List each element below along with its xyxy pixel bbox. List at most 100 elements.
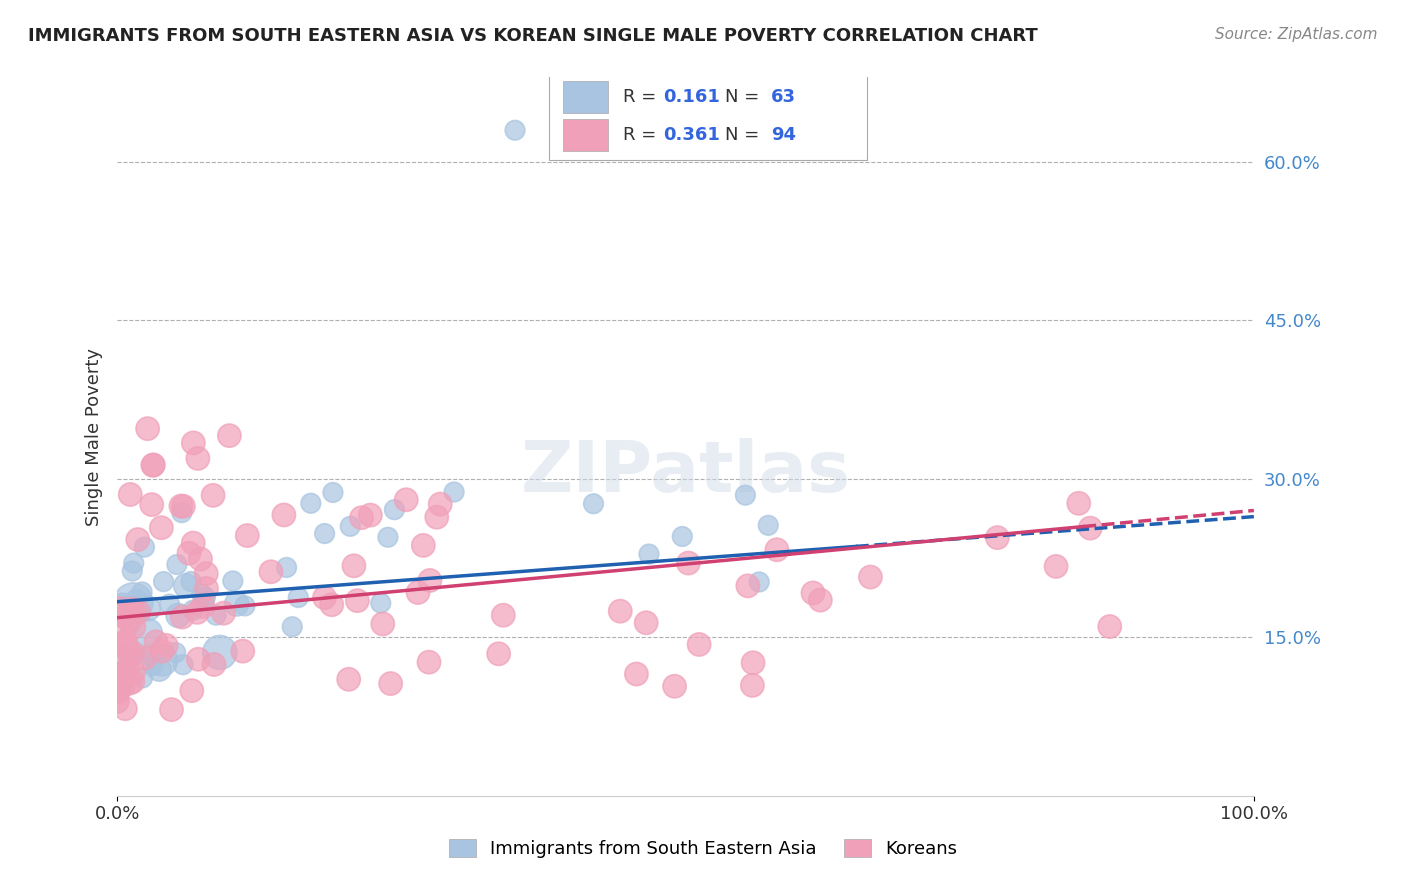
Point — [191, 599, 214, 614]
Point — [205, 608, 228, 623]
Point — [412, 538, 434, 552]
Point — [299, 496, 322, 510]
Point — [276, 560, 298, 574]
Point — [419, 574, 441, 588]
Point — [186, 606, 208, 620]
Point — [110, 659, 132, 673]
Point — [121, 564, 143, 578]
Point — [737, 579, 759, 593]
Point — [370, 596, 392, 610]
Point — [165, 646, 187, 660]
Point — [118, 615, 141, 629]
Point — [426, 510, 449, 524]
Point — [225, 597, 247, 611]
Point — [180, 683, 202, 698]
Point — [321, 598, 343, 612]
Point — [337, 673, 360, 687]
Point — [343, 558, 366, 573]
Point — [136, 625, 159, 640]
Point — [801, 586, 824, 600]
Point — [322, 485, 344, 500]
Point — [127, 606, 149, 620]
Point — [121, 648, 143, 663]
Point — [142, 458, 165, 472]
Point — [177, 546, 200, 560]
Point — [150, 644, 173, 658]
Point — [748, 574, 770, 589]
Point — [181, 536, 204, 550]
Point — [118, 617, 141, 632]
Point — [1078, 521, 1101, 535]
Point — [111, 676, 134, 690]
Point — [114, 665, 136, 680]
Point — [359, 508, 381, 522]
Point — [150, 521, 173, 535]
Point — [195, 582, 218, 596]
Point — [112, 635, 135, 649]
Point — [193, 594, 215, 608]
Point — [671, 529, 693, 543]
Y-axis label: Single Male Poverty: Single Male Poverty — [86, 348, 103, 525]
Point — [111, 678, 134, 692]
Text: 63: 63 — [770, 87, 796, 106]
Point — [125, 591, 148, 606]
Point — [159, 597, 181, 611]
Point — [125, 647, 148, 661]
Point — [346, 593, 368, 607]
Point — [636, 615, 658, 630]
Point — [190, 552, 212, 566]
Point — [664, 679, 686, 693]
Text: 0.161: 0.161 — [662, 87, 720, 106]
Point — [609, 604, 631, 618]
Point — [377, 530, 399, 544]
Point — [742, 656, 765, 670]
Point — [202, 657, 225, 672]
Point — [222, 574, 245, 588]
Point — [160, 703, 183, 717]
Point — [678, 556, 700, 570]
Point — [218, 428, 240, 442]
Point — [1067, 496, 1090, 510]
Point — [1098, 619, 1121, 633]
Point — [122, 603, 145, 617]
Text: R =: R = — [623, 126, 657, 144]
Point — [170, 499, 193, 513]
Point — [314, 591, 336, 605]
Point — [122, 556, 145, 570]
Point — [120, 487, 142, 501]
Point — [406, 585, 429, 599]
Point — [273, 508, 295, 522]
Point — [281, 620, 304, 634]
Point — [121, 674, 143, 689]
Point — [859, 570, 882, 584]
Point — [117, 643, 139, 657]
Point — [112, 606, 135, 620]
Point — [202, 488, 225, 502]
Point — [443, 485, 465, 500]
FancyBboxPatch shape — [562, 81, 609, 113]
Legend: Immigrants from South Eastern Asia, Koreans: Immigrants from South Eastern Asia, Kore… — [441, 831, 965, 865]
Point — [395, 492, 418, 507]
Point — [118, 676, 141, 690]
Point — [142, 658, 165, 673]
Point — [134, 651, 156, 665]
Point — [138, 648, 160, 662]
Point — [582, 497, 605, 511]
Point — [118, 650, 141, 665]
Point — [114, 701, 136, 715]
Point — [122, 620, 145, 634]
Point — [107, 607, 129, 622]
Point — [187, 451, 209, 466]
Point — [181, 603, 204, 617]
Point — [187, 652, 209, 666]
Point — [384, 502, 406, 516]
Point — [150, 653, 173, 667]
Point — [741, 678, 763, 692]
Point — [191, 587, 214, 601]
Point — [121, 646, 143, 660]
Point — [131, 671, 153, 685]
Point — [638, 547, 661, 561]
Point — [174, 579, 197, 593]
Text: 0.361: 0.361 — [662, 126, 720, 144]
Point — [287, 591, 309, 605]
